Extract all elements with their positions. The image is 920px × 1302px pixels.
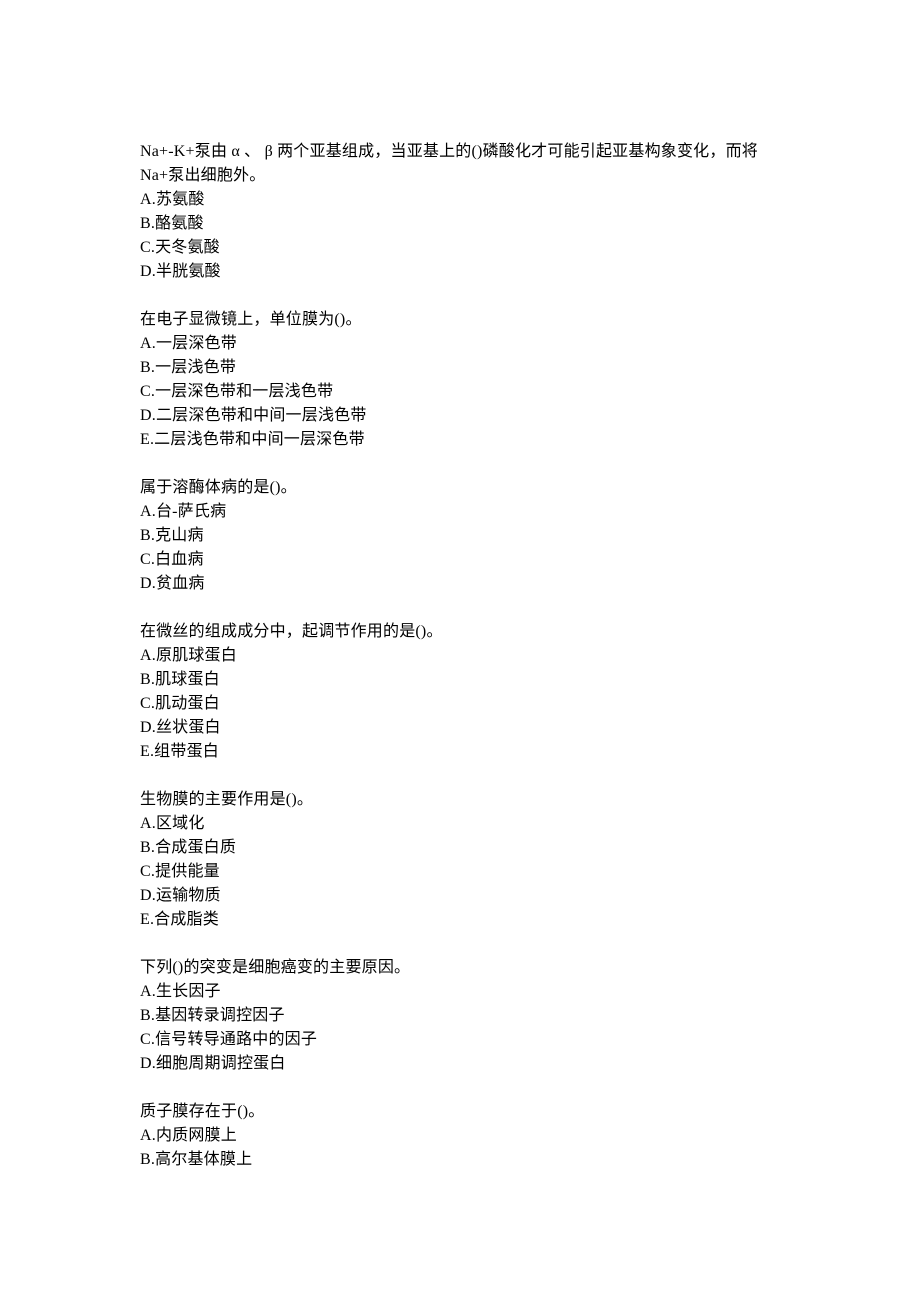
question-option: A.区域化 — [140, 812, 780, 836]
question-option: B.合成蛋白质 — [140, 836, 780, 860]
question-option: B.酪氨酸 — [140, 212, 780, 236]
question-option: C.肌动蛋白 — [140, 692, 780, 716]
question-option: B.基因转录调控因子 — [140, 1004, 780, 1028]
question-option: D.半胱氨酸 — [140, 260, 780, 284]
question-block: 生物膜的主要作用是()。 A.区域化 B.合成蛋白质 C.提供能量 D.运输物质… — [140, 788, 780, 932]
question-stem: 质子膜存在于()。 — [140, 1103, 264, 1120]
question-option: E.二层浅色带和中间一层深色带 — [140, 428, 780, 452]
question-option: D.细胞周期调控蛋白 — [140, 1052, 780, 1076]
question-block: 质子膜存在于()。 A.内质网膜上 B.高尔基体膜上 — [140, 1100, 780, 1172]
question-option: D.丝状蛋白 — [140, 716, 780, 740]
question-option: C.天冬氨酸 — [140, 236, 780, 260]
question-option: D.运输物质 — [140, 884, 780, 908]
question-option: D.二层深色带和中间一层浅色带 — [140, 404, 780, 428]
question-option: A.一层深色带 — [140, 332, 780, 356]
question-option: C.提供能量 — [140, 860, 780, 884]
question-stem: 在微丝的组成成分中，起调节作用的是()。 — [140, 623, 443, 640]
question-option: E.合成脂类 — [140, 908, 780, 932]
question-option: E.组带蛋白 — [140, 740, 780, 764]
question-option: D.贫血病 — [140, 572, 780, 596]
question-option: A.原肌球蛋白 — [140, 644, 780, 668]
question-option: C.白血病 — [140, 548, 780, 572]
question-option: A.苏氨酸 — [140, 188, 780, 212]
question-block: 下列()的突变是细胞癌变的主要原因。 A.生长因子 B.基因转录调控因子 C.信… — [140, 956, 780, 1076]
question-stem: Na+-K+泵由 α 、 β 两个亚基组成，当亚基上的()磷酸化才可能引起亚基构… — [140, 143, 758, 184]
question-stem: 在电子显微镜上，单位膜为()。 — [140, 311, 362, 328]
question-option: A.生长因子 — [140, 980, 780, 1004]
question-block: Na+-K+泵由 α 、 β 两个亚基组成，当亚基上的()磷酸化才可能引起亚基构… — [140, 140, 780, 284]
question-option: B.克山病 — [140, 524, 780, 548]
question-option: B.肌球蛋白 — [140, 668, 780, 692]
question-option: A.内质网膜上 — [140, 1124, 780, 1148]
question-stem: 属于溶酶体病的是()。 — [140, 479, 297, 496]
question-option: B.高尔基体膜上 — [140, 1148, 780, 1172]
question-block: 在电子显微镜上，单位膜为()。 A.一层深色带 B.一层浅色带 C.一层深色带和… — [140, 308, 780, 452]
question-stem: 生物膜的主要作用是()。 — [140, 791, 313, 808]
question-stem: 下列()的突变是细胞癌变的主要原因。 — [140, 959, 410, 976]
question-option: A.台-萨氏病 — [140, 500, 780, 524]
document-page: Na+-K+泵由 α 、 β 两个亚基组成，当亚基上的()磷酸化才可能引起亚基构… — [0, 0, 920, 1256]
question-block: 属于溶酶体病的是()。 A.台-萨氏病 B.克山病 C.白血病 D.贫血病 — [140, 476, 780, 596]
question-block: 在微丝的组成成分中，起调节作用的是()。 A.原肌球蛋白 B.肌球蛋白 C.肌动… — [140, 620, 780, 764]
question-option: C.信号转导通路中的因子 — [140, 1028, 780, 1052]
question-option: C.一层深色带和一层浅色带 — [140, 380, 780, 404]
question-option: B.一层浅色带 — [140, 356, 780, 380]
